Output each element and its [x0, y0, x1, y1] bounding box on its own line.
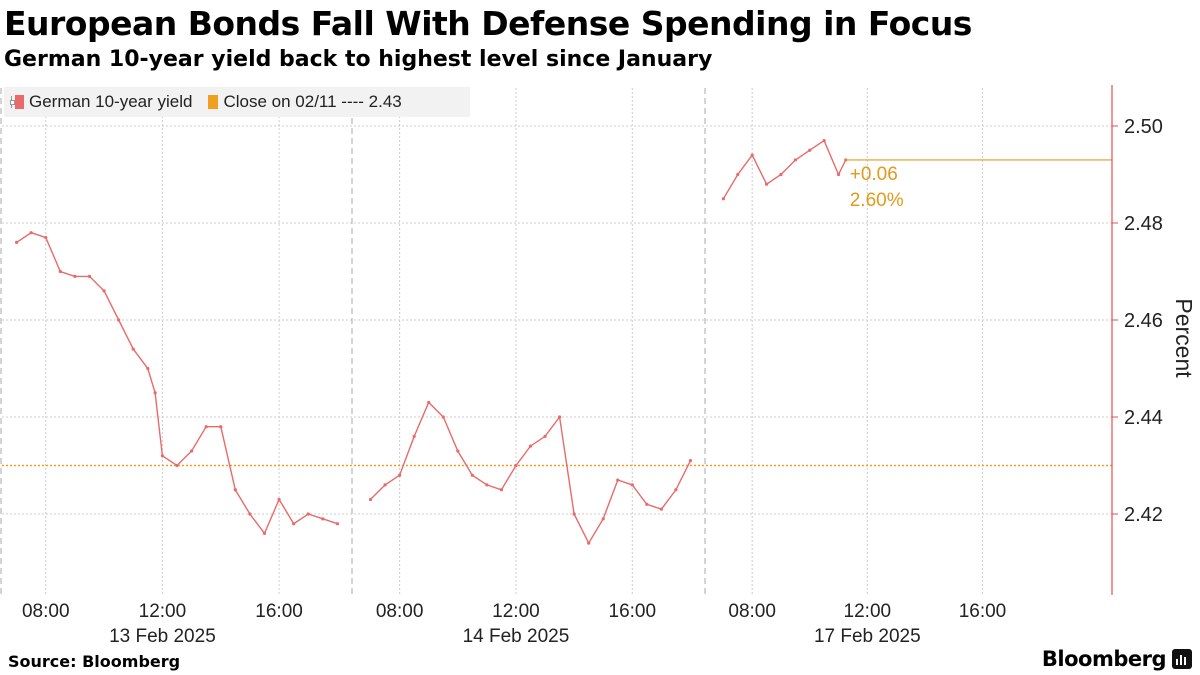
series-swatch-icon	[10, 95, 24, 109]
change-label: +0.06	[850, 164, 898, 185]
data-point	[587, 541, 591, 545]
data-point	[321, 517, 325, 521]
data-point	[248, 512, 252, 516]
data-point	[441, 415, 445, 419]
x-tick-label: 16:00	[959, 601, 1007, 622]
data-point	[383, 483, 387, 487]
data-point	[822, 138, 826, 143]
x-tick-label: 12:00	[492, 601, 540, 622]
data-point	[645, 502, 649, 506]
data-point	[764, 182, 769, 186]
data-point	[456, 449, 460, 453]
data-point	[292, 522, 296, 526]
x-tick-label: 08:00	[22, 601, 70, 622]
data-point	[427, 400, 431, 405]
bloomberg-bars-icon	[1172, 649, 1192, 669]
x-tick-label: 16:00	[255, 601, 303, 622]
data-point	[470, 473, 474, 477]
data-point	[189, 449, 194, 453]
yield-series	[14, 138, 848, 545]
data-point	[335, 522, 340, 526]
chart-title: European Bonds Fall With Defense Spendin…	[4, 4, 972, 43]
data-point	[659, 507, 663, 511]
data-point	[368, 497, 373, 502]
y-tick-label: 2.50	[1124, 116, 1163, 138]
data-point	[277, 497, 281, 502]
data-point	[73, 274, 77, 278]
data-point	[514, 463, 518, 468]
data-point	[131, 347, 135, 351]
chart-subtitle: German 10-year yield back to highest lev…	[4, 47, 713, 72]
y-tick-label: 2.46	[1124, 310, 1163, 332]
vertical-gridlines	[0, 88, 983, 595]
close-swatch-icon	[208, 95, 219, 109]
data-point	[793, 158, 797, 162]
data-point	[572, 512, 576, 516]
legend-item-close: Close on 02/11 ---- 2.43	[208, 92, 402, 112]
data-point	[836, 172, 841, 177]
data-point	[750, 153, 754, 157]
y-tick-label: 2.48	[1124, 213, 1163, 235]
data-point	[499, 488, 504, 492]
data-point	[485, 483, 489, 487]
x-tick-label: 08:00	[728, 601, 776, 622]
x-tick-label: 12:00	[139, 601, 187, 622]
series-line-14-feb-2025	[370, 401, 692, 545]
data-point	[398, 473, 402, 477]
legend-close-label: Close on 02/11 ---- 2.43	[223, 92, 402, 111]
data-point	[233, 488, 237, 492]
y-tick-label: 2.44	[1124, 407, 1163, 429]
data-point	[146, 366, 150, 371]
data-point	[721, 197, 725, 201]
data-point	[175, 463, 179, 468]
brand-logo: Bloomberg	[1041, 647, 1167, 671]
data-point	[528, 444, 533, 448]
data-point	[630, 483, 634, 487]
data-point	[204, 425, 208, 429]
data-point	[543, 434, 547, 438]
data-point	[14, 240, 19, 244]
data-point	[736, 172, 740, 177]
data-point	[87, 274, 92, 278]
data-point	[58, 269, 62, 274]
legend-series-label: German 10-year yield	[29, 92, 193, 111]
horizontal-gridlines	[2, 125, 1112, 515]
data-point	[557, 415, 562, 419]
y-axis: 2.42 2.44 2.46 2.48 2.50 Percent	[1111, 85, 1197, 595]
data-point	[117, 318, 121, 322]
x-date-label: 13 Feb 2025	[109, 626, 216, 647]
change-annotation: +0.06 2.60%	[850, 164, 904, 211]
source-note: Source: Bloomberg	[8, 652, 181, 671]
x-tick-label: 08:00	[376, 601, 424, 622]
data-point	[160, 454, 165, 458]
series-line-13-feb-2025	[16, 231, 338, 535]
data-point	[412, 434, 416, 438]
x-tick-label: 12:00	[844, 601, 892, 622]
x-date-label: 17 Feb 2025	[814, 626, 921, 647]
y-axis-label: Percent	[1171, 298, 1197, 378]
data-point	[688, 459, 693, 463]
x-date-label: 14 Feb 2025	[463, 626, 570, 647]
x-tick-label: 16:00	[609, 601, 657, 622]
series-line-17-feb-2025	[722, 139, 847, 200]
data-point	[779, 172, 783, 177]
data-point	[102, 289, 106, 293]
data-point	[153, 391, 157, 395]
data-point	[306, 512, 310, 516]
data-point	[674, 488, 678, 492]
legend-item-series: German 10-year yield	[10, 92, 192, 112]
data-point	[29, 231, 33, 235]
y-tick-label: 2.42	[1124, 504, 1163, 526]
data-point	[616, 478, 620, 482]
data-point	[808, 148, 812, 152]
data-point	[601, 517, 605, 521]
x-axis: 08:00 12:00 16:00 13 Feb 2025 08:00 12:00 16:0…	[22, 601, 1006, 647]
data-point	[219, 425, 223, 429]
chart-legend: German 10-year yield Close on 02/11 ----…	[4, 87, 470, 117]
data-point	[262, 531, 267, 536]
change-percent-label: 2.60%	[850, 190, 904, 211]
data-point	[44, 235, 48, 240]
